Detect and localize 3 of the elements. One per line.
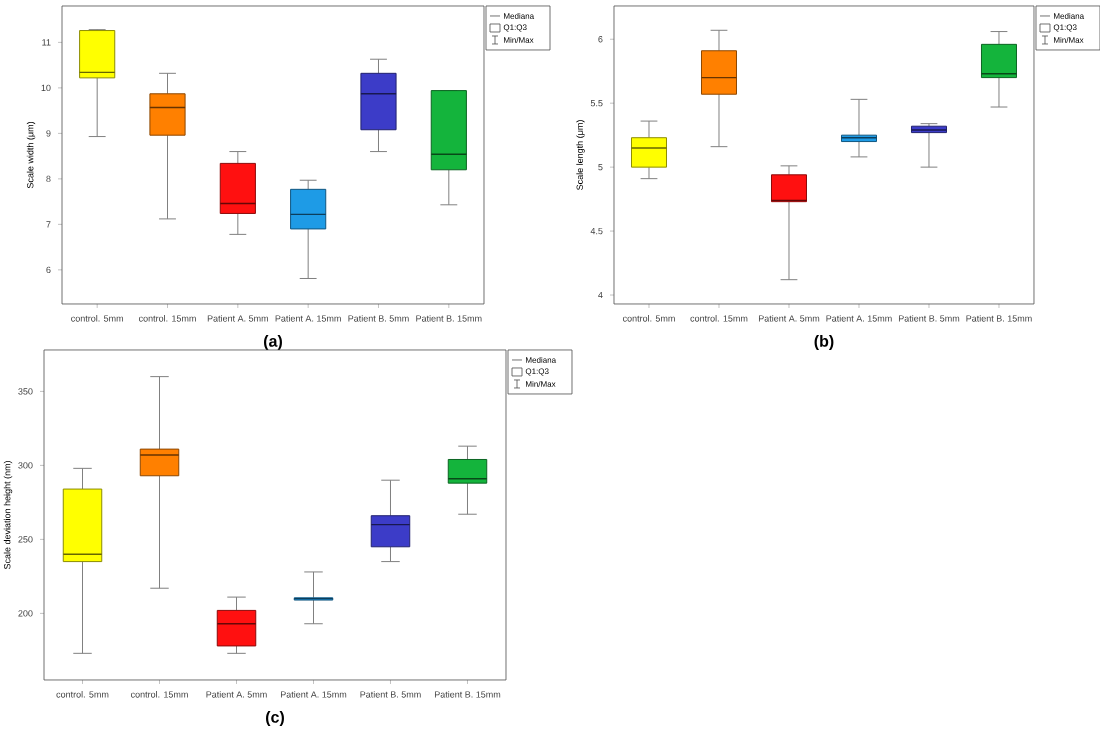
text: (a) <box>264 335 282 350</box>
text: (c) <box>266 711 284 726</box>
text: (b) <box>814 335 834 350</box>
